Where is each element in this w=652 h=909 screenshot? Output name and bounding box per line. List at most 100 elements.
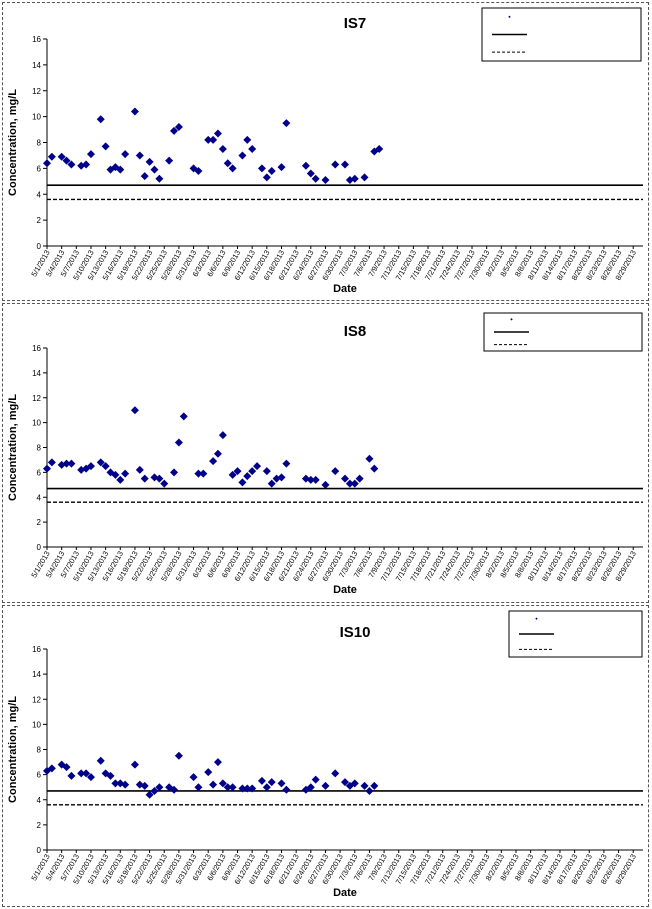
data-point xyxy=(262,173,271,182)
y-tick-label: 8 xyxy=(37,746,42,755)
data-point xyxy=(365,454,374,463)
data-point xyxy=(67,160,76,169)
data-point xyxy=(96,115,105,124)
y-tick-label: 12 xyxy=(32,87,41,96)
data-point xyxy=(350,779,359,788)
data-point xyxy=(86,150,95,159)
legend xyxy=(508,610,643,658)
data-point xyxy=(262,467,271,476)
y-tick-label: 0 xyxy=(37,543,42,552)
data-point xyxy=(277,779,286,788)
legend-marker-diamond xyxy=(535,617,538,620)
data-point xyxy=(121,469,130,478)
data-point xyxy=(101,769,110,778)
data-point xyxy=(243,784,252,793)
data-point xyxy=(43,464,51,473)
data-point xyxy=(341,474,349,483)
data-point xyxy=(375,144,384,153)
y-tick-label: 16 xyxy=(32,344,41,353)
data-point xyxy=(267,166,276,175)
y-tick-label: 2 xyxy=(37,821,42,830)
data-point xyxy=(243,472,252,481)
data-point xyxy=(311,775,320,784)
data-point xyxy=(130,406,139,415)
data-point xyxy=(194,783,203,792)
y-tick-label: 4 xyxy=(37,493,42,502)
data-point xyxy=(116,165,125,174)
data-point xyxy=(277,163,286,172)
data-point xyxy=(213,129,222,138)
data-point xyxy=(311,475,320,484)
data-point xyxy=(194,166,203,175)
data-point xyxy=(257,164,266,173)
data-point xyxy=(204,135,213,144)
chart-title: IS7 xyxy=(344,15,367,32)
legend-marker-diamond xyxy=(510,318,513,321)
legend xyxy=(483,312,643,352)
x-axis-label: Date xyxy=(333,584,357,596)
chart-panel-is10: IS10 Concentration, mg/L 0 2 4 6 8 10 12 14 16 5/1/… xyxy=(2,605,649,907)
data-point xyxy=(77,769,86,778)
data-point xyxy=(96,458,105,467)
data-point xyxy=(145,790,154,799)
data-point xyxy=(306,783,315,792)
data-point xyxy=(248,144,257,153)
data-point xyxy=(223,783,232,792)
data-point xyxy=(82,160,91,169)
data-point xyxy=(62,763,71,772)
data-point xyxy=(282,785,291,794)
x-axis-label: Date xyxy=(333,283,357,295)
y-tick-label: 10 xyxy=(32,113,41,122)
data-point xyxy=(238,784,247,793)
data-point xyxy=(331,467,340,476)
chart-title: IS10 xyxy=(340,624,371,641)
data-point xyxy=(213,449,222,458)
data-point xyxy=(267,778,276,787)
y-axis-label: Concentration, mg/L xyxy=(7,696,19,803)
data-point xyxy=(150,786,159,795)
y-tick-label: 12 xyxy=(32,695,41,704)
data-point xyxy=(282,119,291,128)
y-tick-label: 2 xyxy=(37,216,42,225)
data-point xyxy=(341,778,349,787)
data-point xyxy=(360,173,369,182)
y-tick-label: 12 xyxy=(32,394,41,403)
y-tick-label: 16 xyxy=(32,645,41,654)
x-axis-label: Date xyxy=(333,887,357,899)
y-tick-label: 14 xyxy=(32,61,41,70)
data-point xyxy=(86,773,95,782)
data-point xyxy=(209,457,218,466)
data-point xyxy=(277,473,286,482)
data-point xyxy=(130,760,139,769)
data-point xyxy=(238,478,247,487)
y-tick-label: 8 xyxy=(37,139,42,148)
data-point xyxy=(121,150,130,159)
data-point xyxy=(306,475,315,484)
data-point xyxy=(170,785,179,794)
data-point xyxy=(174,122,183,131)
data-point xyxy=(116,475,125,484)
data-point xyxy=(213,758,222,767)
data-point xyxy=(248,467,257,476)
legend-marker-diamond xyxy=(508,15,511,19)
data-point xyxy=(370,781,379,790)
data-point xyxy=(209,780,218,789)
data-point xyxy=(282,459,291,468)
data-point xyxy=(160,479,169,488)
data-point xyxy=(243,135,252,144)
data-point xyxy=(174,438,183,447)
data-point xyxy=(365,786,374,795)
data-point xyxy=(233,467,242,476)
data-point xyxy=(116,779,125,788)
data-point xyxy=(204,768,213,777)
data-point xyxy=(341,160,349,169)
chart-panel-is8: IS8 Concentration, mg/L 0 2 4 6 8 10 12 14 16 5/1/2… xyxy=(2,303,649,603)
y-tick-label: 4 xyxy=(37,796,42,805)
y-tick-label: 14 xyxy=(32,670,41,679)
data-point xyxy=(170,468,179,477)
data-point xyxy=(223,159,232,168)
data-point xyxy=(321,781,330,790)
